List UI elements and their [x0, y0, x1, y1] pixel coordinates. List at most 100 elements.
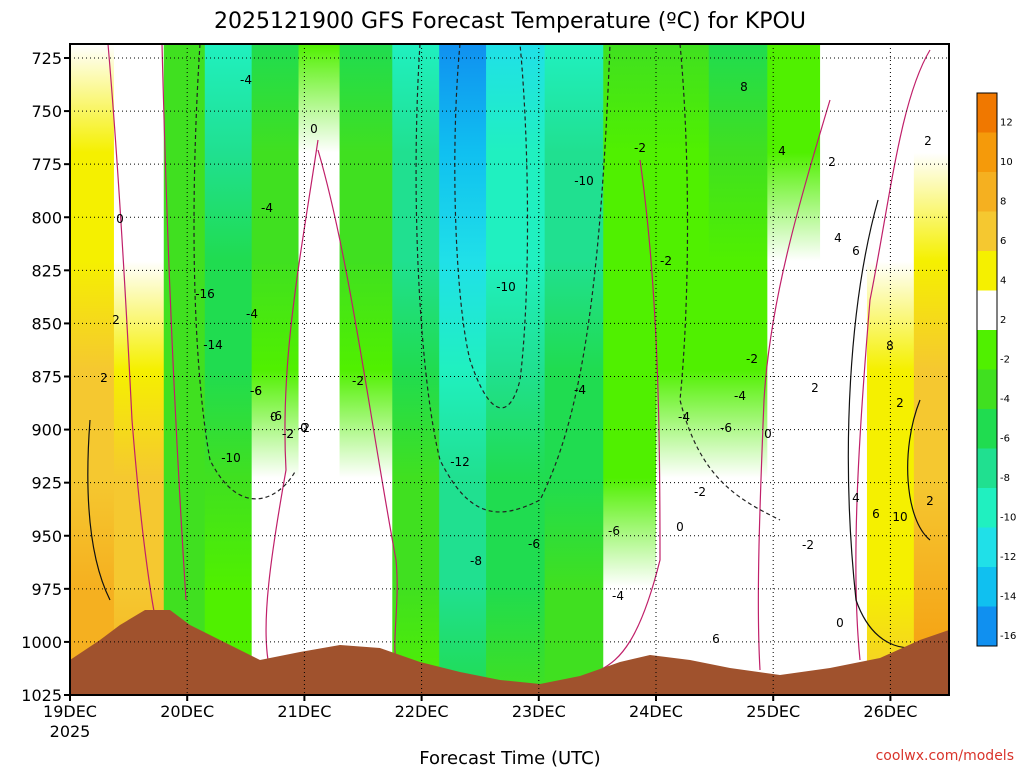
contour-label: -6	[608, 524, 620, 538]
contour-label: -4	[734, 389, 746, 403]
colorbar-label: 12	[1000, 118, 1013, 129]
colorbar-swatch	[977, 132, 997, 173]
y-tick-label: 725	[31, 49, 62, 68]
temperature-field	[70, 44, 949, 695]
zero-contour	[265, 139, 319, 661]
plot-frame	[69, 43, 950, 696]
colorbar-swatch	[977, 448, 997, 489]
temperature-column	[486, 44, 546, 695]
colorbar-swatch	[977, 488, 997, 528]
x-tick-label: 23DEC	[512, 702, 566, 721]
colorbar-swatch	[977, 527, 997, 568]
colorbar-swatch	[977, 330, 997, 370]
contour-label: 0	[300, 421, 308, 435]
x-tick-label: 22DEC	[395, 702, 449, 721]
temperature-column	[163, 44, 206, 695]
contour-label: -10	[496, 280, 516, 294]
colorbar-swatch	[977, 369, 997, 410]
y-tick-label: 850	[31, 314, 62, 333]
temperature-column	[70, 44, 115, 695]
colorbar-label: -10	[1000, 513, 1016, 524]
y-axis: 725 750 775 800 825 850 875 900 925 950 975 1000 102…	[21, 49, 70, 705]
colorbar-label: 4	[1000, 276, 1006, 287]
colorbar-label: 10	[1000, 157, 1013, 168]
x-tick-sublabel: 2025	[50, 722, 91, 741]
contour-label: -4	[261, 201, 273, 215]
cold-contour	[679, 44, 781, 521]
contour-label: 4	[778, 144, 786, 158]
contour-label: -6	[250, 384, 262, 398]
y-tick-label: 1025	[21, 686, 62, 705]
contour-label: 10	[892, 510, 907, 524]
contour-label: 2	[926, 494, 934, 508]
zero-contour	[599, 159, 661, 671]
zero-contour	[855, 49, 931, 661]
temperature-column	[204, 44, 253, 695]
zero-contour	[757, 99, 831, 671]
colorbar-swatch	[977, 251, 997, 291]
x-tick-label: 24DEC	[629, 702, 683, 721]
warm-contour	[87, 419, 111, 601]
contour-label: 2	[811, 381, 819, 395]
contour-label: -6	[528, 537, 540, 551]
contour-label: -2	[298, 421, 310, 435]
colorbar-label: -16	[1000, 631, 1016, 642]
colorbar-swatch	[977, 290, 997, 331]
warm-contour	[847, 199, 941, 649]
cold-contour	[415, 44, 611, 513]
x-tick-label: 25DEC	[746, 702, 800, 721]
colorbar-label: -6	[1000, 434, 1010, 445]
contour-label: 8	[886, 339, 894, 353]
contour-label: 0	[310, 122, 318, 136]
contour-label: -4	[240, 73, 252, 87]
colorbar-swatch	[977, 606, 997, 647]
terrain	[70, 610, 949, 695]
contour-label: -10	[574, 174, 594, 188]
temperature-column	[820, 44, 868, 695]
y-tick-label: 750	[31, 102, 62, 121]
colorbar: 12 10 8 6 4 2 -2 -4 -6 -8 -10 -12 -14 -16	[976, 92, 1016, 647]
colorbar-swatch	[977, 93, 997, 133]
temperature-column	[251, 44, 300, 695]
contour-label: -2	[282, 427, 294, 441]
contour-label: -14	[203, 338, 223, 352]
contour-label: 0	[676, 520, 684, 534]
contour-label: -16	[195, 287, 215, 301]
x-tick-label: 26DEC	[863, 702, 917, 721]
temperature-column	[767, 44, 821, 695]
contour-lines	[87, 44, 941, 671]
colorbar-label: -4	[1000, 394, 1010, 405]
contour-label: 6	[852, 244, 860, 258]
zero-contour	[317, 149, 398, 661]
colorbar-label: 8	[1000, 197, 1006, 208]
colorbar-swatch	[977, 567, 997, 607]
contour-label: -4	[246, 307, 258, 321]
x-tick-label: 19DEC	[43, 702, 97, 721]
contour-label: 4	[834, 231, 842, 245]
colorbar-frame	[976, 92, 998, 647]
temperature-column	[603, 44, 657, 695]
contour-label: -6	[720, 421, 732, 435]
contour-label: 4	[852, 491, 860, 505]
cold-contour	[193, 44, 297, 500]
contour-label: 0	[270, 410, 278, 424]
contour-label: -12	[450, 455, 470, 469]
contour-label: -2	[694, 485, 706, 499]
temperature-column	[392, 44, 440, 695]
contour-label: -2	[634, 141, 646, 155]
contour-labels: -4-4-40-6-2-2-6-202-16-14-60-2 0-10-10-10…	[100, 73, 934, 646]
zero-contour	[161, 44, 187, 601]
temperature-column	[913, 44, 949, 695]
contour-label: -4	[678, 410, 690, 424]
colorbar-swatch	[977, 409, 997, 449]
y-tick-label: 975	[31, 580, 62, 599]
contour-label: -8	[470, 554, 482, 568]
contour-label: 8	[740, 80, 748, 94]
x-tick-label: 21DEC	[277, 702, 331, 721]
y-tick-label: 825	[31, 261, 62, 280]
contour-label: -10	[221, 451, 241, 465]
temperature-column	[544, 44, 604, 695]
y-tick-label: 775	[31, 155, 62, 174]
